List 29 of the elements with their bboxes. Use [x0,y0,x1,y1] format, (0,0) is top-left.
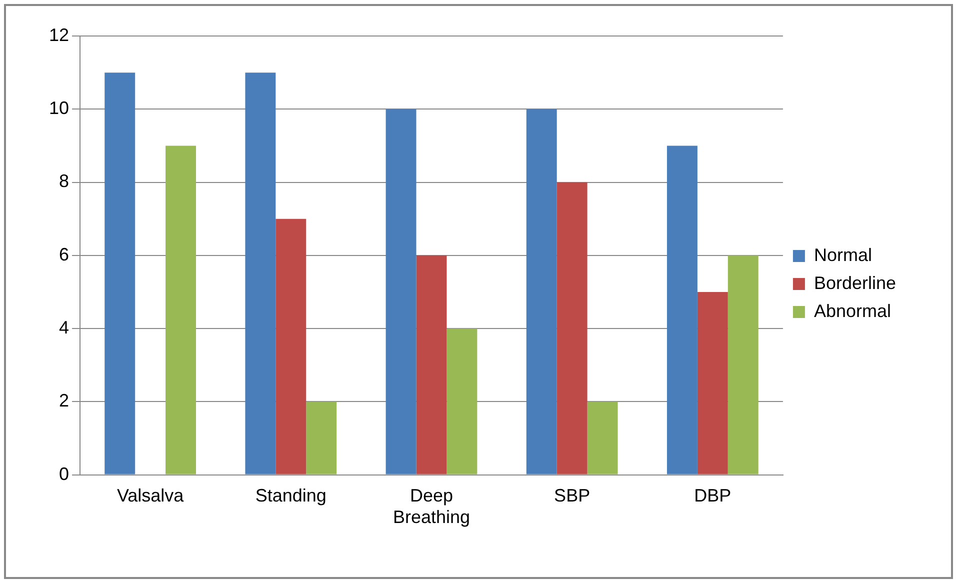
x-tick-label: Standing [255,486,326,506]
bar [104,72,136,474]
bar [446,328,478,474]
y-tick-label: 2 [59,390,70,411]
bar [587,402,618,474]
legend-label: Abnormal [814,300,891,321]
y-tick-label: 4 [59,318,70,338]
x-tick-label: Valsalva [116,486,185,506]
y-tick-label: 0 [59,464,70,484]
x-tick-label: Deep Breathing [392,486,470,528]
bar [306,402,337,474]
bar [276,218,306,474]
bar [245,72,276,474]
bar [386,109,416,474]
bar [728,255,758,474]
legend-label: Normal [814,244,872,265]
bar [166,146,196,474]
bar [556,182,588,474]
x-tick-label: DBP [694,486,732,506]
bar [666,146,698,474]
y-tick-label: 12 [48,24,70,45]
bar [526,109,557,474]
bar [697,292,728,474]
y-tick-label: 6 [59,244,70,264]
legend-label: Borderline [814,272,896,293]
y-tick-label: 10 [48,98,70,118]
y-tick-label: 8 [59,171,70,192]
bar [416,255,447,474]
x-tick-label: SBP [554,486,590,506]
